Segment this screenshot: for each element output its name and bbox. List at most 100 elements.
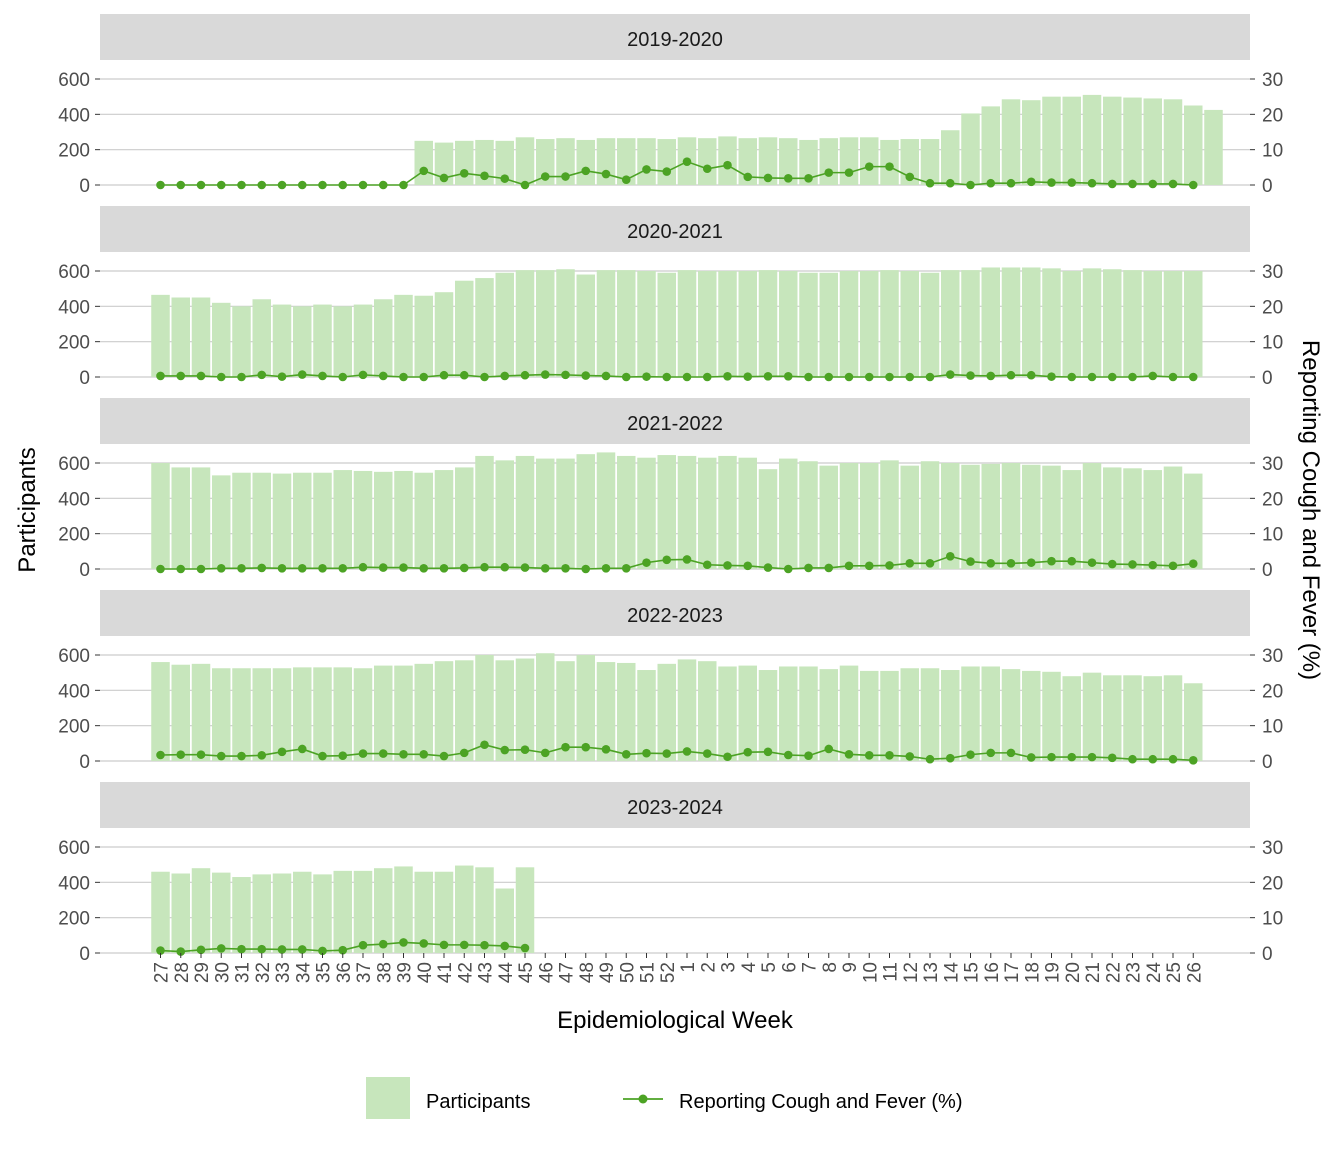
bar [374, 299, 393, 377]
bar [374, 665, 393, 761]
bar [272, 473, 292, 569]
point [480, 740, 489, 750]
point [682, 372, 692, 382]
tick-label-left: 400 [58, 297, 90, 318]
point [1087, 372, 1097, 382]
point [358, 180, 368, 190]
tick-label-left: 400 [58, 489, 90, 510]
tick-label-left: 0 [79, 176, 90, 197]
bar [475, 139, 494, 185]
bar [617, 270, 636, 377]
panel-2022-2023: 2022-2023 0 0 200 10 400 20 600 30 [58, 590, 1283, 773]
tick-label-right: 10 [1262, 909, 1283, 930]
point [378, 371, 388, 381]
bar [171, 467, 190, 569]
point [844, 749, 854, 759]
bar [576, 274, 595, 377]
point [1047, 752, 1056, 762]
bar [617, 138, 636, 185]
point [723, 371, 732, 381]
point [277, 747, 287, 757]
point [176, 947, 186, 956]
point [945, 551, 955, 561]
bar [860, 670, 879, 761]
bar [232, 668, 251, 761]
x-tick-label: 1 [678, 962, 699, 973]
x-tick-label: 19 [1043, 962, 1064, 983]
point [216, 944, 226, 953]
point [1047, 372, 1056, 381]
point [702, 164, 712, 174]
bar [333, 306, 352, 377]
point [500, 745, 510, 755]
point [358, 749, 368, 758]
point [378, 939, 388, 949]
bar [1042, 96, 1061, 185]
point [1067, 178, 1077, 187]
bar [1022, 670, 1041, 761]
bar [272, 668, 292, 761]
bar [941, 670, 960, 761]
bar [799, 139, 818, 185]
tick-label-right: 20 [1262, 873, 1283, 894]
x-tick-label: 37 [354, 962, 375, 983]
point [500, 371, 510, 381]
point [783, 371, 793, 381]
point [986, 748, 996, 758]
point [297, 945, 307, 954]
point [986, 178, 996, 188]
bar [212, 475, 231, 569]
point [743, 561, 753, 571]
point [601, 745, 611, 754]
point [358, 562, 368, 572]
bar [353, 668, 373, 761]
bar [1163, 466, 1183, 569]
point [257, 180, 267, 190]
bar [455, 660, 474, 761]
point [419, 372, 429, 382]
bar [1001, 99, 1021, 185]
point [338, 563, 348, 573]
point [277, 563, 287, 573]
bar [758, 469, 778, 569]
bar [1163, 271, 1183, 377]
bar [414, 663, 433, 761]
bar [900, 668, 919, 761]
bar [455, 140, 474, 185]
bar [515, 658, 535, 761]
bar [434, 661, 454, 761]
point [824, 563, 834, 573]
bar [617, 455, 636, 569]
point [905, 559, 915, 568]
x-tick-label: 25 [1164, 962, 1185, 983]
x-tick-label: 28 [172, 962, 193, 983]
point [216, 372, 226, 382]
point [885, 561, 894, 570]
bar [495, 140, 514, 185]
bar [920, 272, 940, 377]
point [763, 173, 773, 183]
bar [880, 670, 899, 761]
bar [1082, 672, 1102, 761]
point [358, 940, 368, 950]
bar [860, 463, 879, 569]
point [520, 563, 530, 572]
bar [1042, 671, 1061, 761]
tick-label-right: 0 [1262, 560, 1273, 581]
bar [151, 294, 170, 377]
bar [1143, 98, 1162, 185]
tick-label-right: 0 [1262, 944, 1273, 965]
point [804, 751, 813, 760]
bar [819, 138, 838, 185]
point [723, 752, 732, 762]
point [986, 559, 996, 568]
bar [900, 465, 919, 569]
point [1067, 752, 1077, 762]
bar [252, 299, 271, 377]
bar [819, 669, 838, 761]
point [763, 371, 773, 381]
panel-2023-2024: 2023-2024 0 0 200 10 400 20 600 30 [58, 782, 1283, 965]
point [581, 564, 591, 574]
bar [738, 271, 757, 377]
point [561, 172, 570, 181]
